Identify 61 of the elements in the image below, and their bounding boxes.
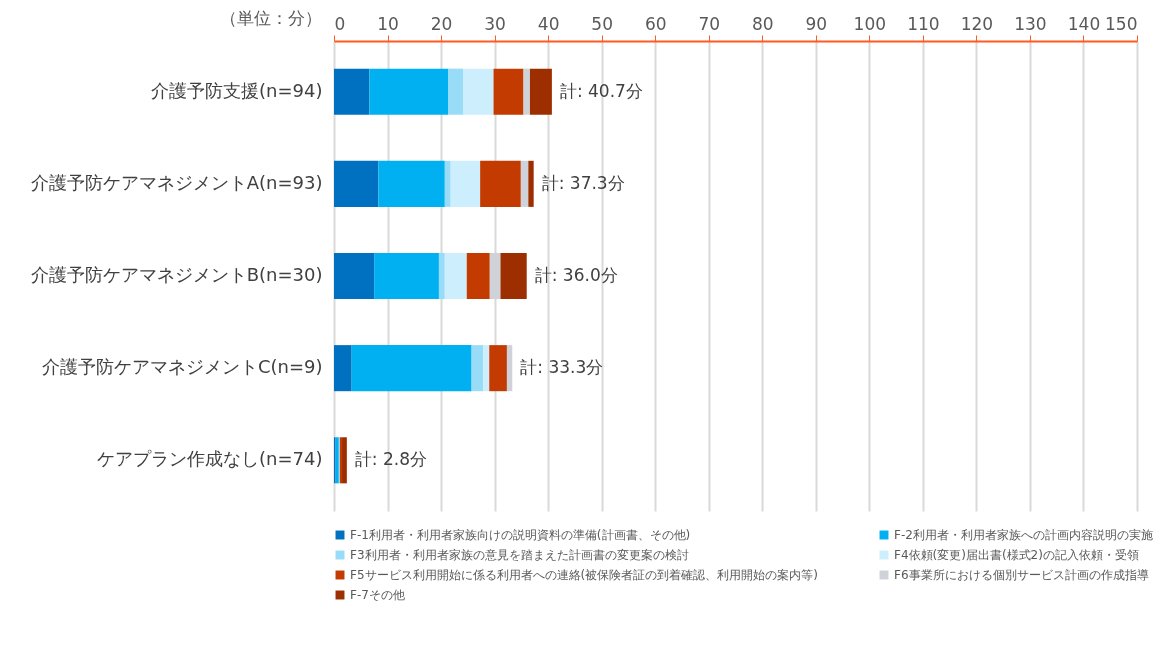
x-tick-label: 100 — [853, 13, 887, 34]
total-label: 計: 2.8分 — [354, 449, 428, 470]
legend-label: F-7その他 — [350, 588, 405, 602]
bar — [369, 68, 449, 115]
y-tick-label: ケアプラン作成なし(n=74) — [97, 448, 323, 470]
bar — [520, 160, 529, 207]
y-tick-label: 介護予防支援(n=94) — [151, 79, 323, 101]
bar — [444, 252, 467, 300]
x-tick-label: 50 — [591, 13, 613, 34]
x-tick-label: 80 — [751, 13, 774, 34]
bar — [466, 252, 490, 300]
bar — [480, 160, 521, 207]
bar — [334, 345, 352, 392]
bar — [351, 345, 472, 392]
bar — [523, 68, 530, 115]
legend-label: F5サービス利用開始に係る利用者への連絡(被保険者証の到着確認、利用開始の案内等) — [350, 568, 818, 582]
x-tick-label: 120 — [960, 13, 994, 34]
total-label: 計: 37.3分 — [541, 172, 625, 193]
x-tick-label: 70 — [698, 13, 721, 34]
bar — [500, 252, 527, 300]
legend-label: F6事業所における個別サービス計画の作成指導 — [894, 568, 1149, 582]
legend-label: F3利用者・利用者家族の意見を踏まえた計画書の変更案の検討 — [350, 548, 689, 562]
y-tick-label: 介護予防ケアマネジメントC(n=9) — [41, 356, 323, 378]
bar — [471, 345, 484, 392]
legend-label: F4依頼(変更)届出書(様式2)の記入依頼・受領 — [894, 548, 1139, 562]
bar — [342, 437, 347, 484]
bar — [529, 68, 552, 115]
bar — [334, 68, 370, 115]
bar — [493, 68, 524, 115]
x-tick-label: 60 — [644, 13, 667, 34]
x-tick-label: 130 — [1014, 13, 1047, 34]
x-tick-label: 90 — [805, 13, 828, 34]
text: （単位：分） — [220, 8, 322, 28]
bar — [528, 160, 534, 207]
bar — [334, 160, 379, 207]
bar — [334, 252, 375, 300]
legend-label: F-2利用者・利用者家族への計画内容説明の実施 — [894, 528, 1153, 542]
total-label: 計: 36.0分 — [534, 265, 618, 285]
x-tick-label: 20 — [430, 13, 453, 34]
bar — [506, 345, 513, 392]
x-tick-label: 110 — [907, 13, 940, 34]
total-label: 計: 33.3分 — [520, 357, 604, 378]
x-tick-label: 30 — [484, 13, 506, 34]
x-tick-label: 0 — [334, 13, 346, 34]
legend-label: F-1利用者・利用者家族向けの説明資料の準備(計画書、その他) — [350, 528, 691, 542]
x-tick-label: 10 — [377, 13, 399, 34]
total-label: 計: 40.7分 — [559, 80, 643, 101]
y-tick-label: 介護予防ケアマネジメントB(n=30) — [30, 264, 323, 285]
x-tick-label: 140 — [1067, 13, 1101, 34]
x-tick-label: 40 — [537, 13, 560, 34]
bar — [444, 160, 451, 207]
x-tick-label: 150 — [1105, 13, 1138, 34]
bar — [483, 345, 490, 392]
bar — [463, 68, 494, 115]
bar — [378, 160, 445, 207]
bar — [438, 252, 445, 300]
y-tick-label: 介護予防ケアマネジメントA(n=93) — [30, 171, 323, 193]
bar — [374, 252, 439, 300]
bar — [489, 345, 507, 392]
bar — [448, 68, 464, 115]
bar — [450, 160, 481, 207]
